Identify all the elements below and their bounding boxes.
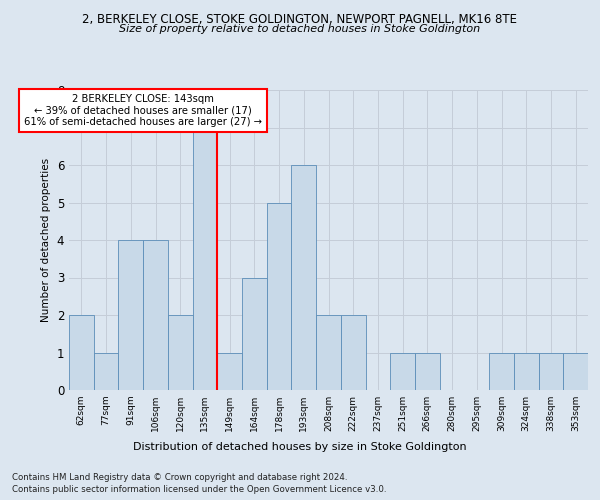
Text: Size of property relative to detached houses in Stoke Goldington: Size of property relative to detached ho…	[119, 24, 481, 34]
Text: Contains HM Land Registry data © Crown copyright and database right 2024.: Contains HM Land Registry data © Crown c…	[12, 472, 347, 482]
Bar	[168, 315, 193, 390]
Bar	[69, 315, 94, 390]
Bar	[118, 240, 143, 390]
Text: 2 BERKELEY CLOSE: 143sqm
← 39% of detached houses are smaller (17)
61% of semi-d: 2 BERKELEY CLOSE: 143sqm ← 39% of detach…	[24, 94, 262, 127]
Bar	[415, 352, 440, 390]
Bar	[563, 352, 588, 390]
Bar	[390, 352, 415, 390]
Bar	[292, 165, 316, 390]
Bar	[242, 278, 267, 390]
Bar	[267, 202, 292, 390]
Bar	[489, 352, 514, 390]
Bar	[539, 352, 563, 390]
Y-axis label: Number of detached properties: Number of detached properties	[41, 158, 51, 322]
Text: Distribution of detached houses by size in Stoke Goldington: Distribution of detached houses by size …	[133, 442, 467, 452]
Bar	[341, 315, 365, 390]
Text: Contains public sector information licensed under the Open Government Licence v3: Contains public sector information licen…	[12, 485, 386, 494]
Bar	[316, 315, 341, 390]
Bar	[514, 352, 539, 390]
Bar	[217, 352, 242, 390]
Bar	[143, 240, 168, 390]
Bar	[94, 352, 118, 390]
Text: 2, BERKELEY CLOSE, STOKE GOLDINGTON, NEWPORT PAGNELL, MK16 8TE: 2, BERKELEY CLOSE, STOKE GOLDINGTON, NEW…	[83, 12, 517, 26]
Bar	[193, 128, 217, 390]
